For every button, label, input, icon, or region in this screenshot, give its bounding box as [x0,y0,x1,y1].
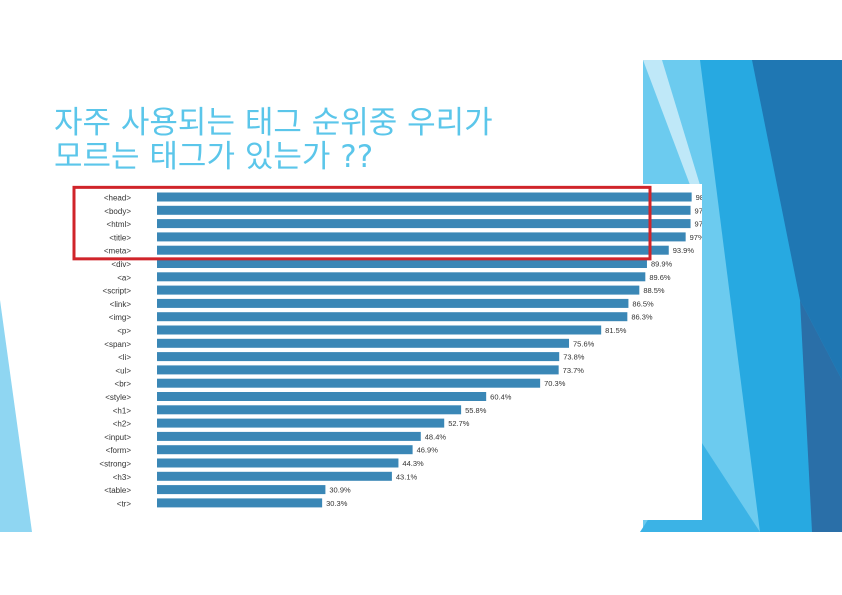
value-label: 86.5% [632,299,654,308]
bar [157,219,691,229]
bar [157,338,570,348]
category-label: <script> [103,287,132,296]
bar [157,378,541,388]
bar [157,298,629,308]
value-label: 88.5% [643,286,665,295]
value-label: 46.9% [417,446,439,455]
tag-usage-bar-chart: <head> 98.1% <body> 97.9% <html> 97.9% <title>… [72,185,702,508]
deco-shape-dark-lower [800,300,842,532]
bar [157,272,646,282]
value-label: 98.1% [696,193,702,202]
bar [157,392,487,401]
category-label: <tr> [117,499,132,508]
bar [157,285,640,295]
bar [157,259,647,268]
deco-shape-accent [643,60,700,185]
deco-shape-light-left [0,300,32,532]
bar [157,312,628,322]
value-label: 73.7% [563,366,585,375]
category-label: <head> [104,194,131,203]
bar [157,325,602,335]
bar [157,418,445,428]
deco-shape-dark [752,60,842,380]
bar [157,245,669,255]
category-label: <link> [110,300,132,309]
slide-title-line-2: 모르는 태그가 있는가 ?? [54,139,374,175]
category-label: <li> [118,353,131,362]
value-label: 73.8% [563,353,585,362]
category-label: <h1> [113,406,132,415]
value-label: 30.9% [329,486,351,495]
value-label: 89.9% [651,260,673,269]
category-label: <h3> [113,473,132,482]
category-label: <body> [104,207,131,216]
chart-panel: <head> 98.1% <body> 97.9% <html> 97.9% <title>… [70,184,702,520]
category-label: <p> [117,327,131,336]
bars-layer: <head> 98.1% <body> 97.9% <html> 97.9% <title>… [99,192,702,508]
value-label: 60.4% [490,393,512,402]
slide-title: 자주 사용되는 태그 순위중 우리가 모르는 태그가 있는가 ?? [54,106,614,174]
value-label: 44.3% [402,459,424,468]
bar [157,365,559,375]
value-label: 48.4% [425,432,447,441]
bar [157,352,560,362]
highlight-box [72,185,652,261]
value-label: 81.5% [605,326,627,335]
value-label: 97.9% [695,220,702,229]
bar [157,431,421,441]
bar [157,471,392,481]
bar [157,205,691,215]
category-label: <div> [111,260,131,269]
category-label: <form> [106,446,132,455]
value-label: 55.8% [465,406,487,415]
slide-title-line-1: 자주 사용되는 태그 순위중 우리가 [54,105,493,141]
category-label: <style> [105,393,131,402]
category-label: <html> [107,220,132,229]
bar [157,232,686,242]
value-label: 89.6% [649,273,671,282]
value-label: 97.9% [695,206,702,215]
value-label: 70.3% [544,379,566,388]
category-label: <span> [104,340,131,349]
category-label: <strong> [99,460,131,469]
bar [157,405,462,415]
value-label: 97% [690,233,702,242]
bar [157,458,399,468]
value-label: 86.3% [631,313,653,322]
category-label: <img> [109,313,132,322]
category-label: <a> [117,273,131,282]
category-label: <table> [104,486,131,495]
bar [157,485,326,495]
value-label: 75.6% [573,339,595,348]
category-label: <meta> [104,247,131,256]
bar [157,192,692,202]
category-label: <ul> [115,366,131,375]
value-label: 52.7% [448,419,470,428]
category-label: <input> [104,433,131,442]
category-label: <br> [115,380,132,389]
category-label: <title> [109,233,131,242]
value-label: 93.9% [673,246,695,255]
category-label: <h2> [113,420,132,429]
value-label: 43.1% [396,472,418,481]
bar [157,498,323,508]
bar [157,445,413,455]
value-label: 30.3% [326,499,348,508]
